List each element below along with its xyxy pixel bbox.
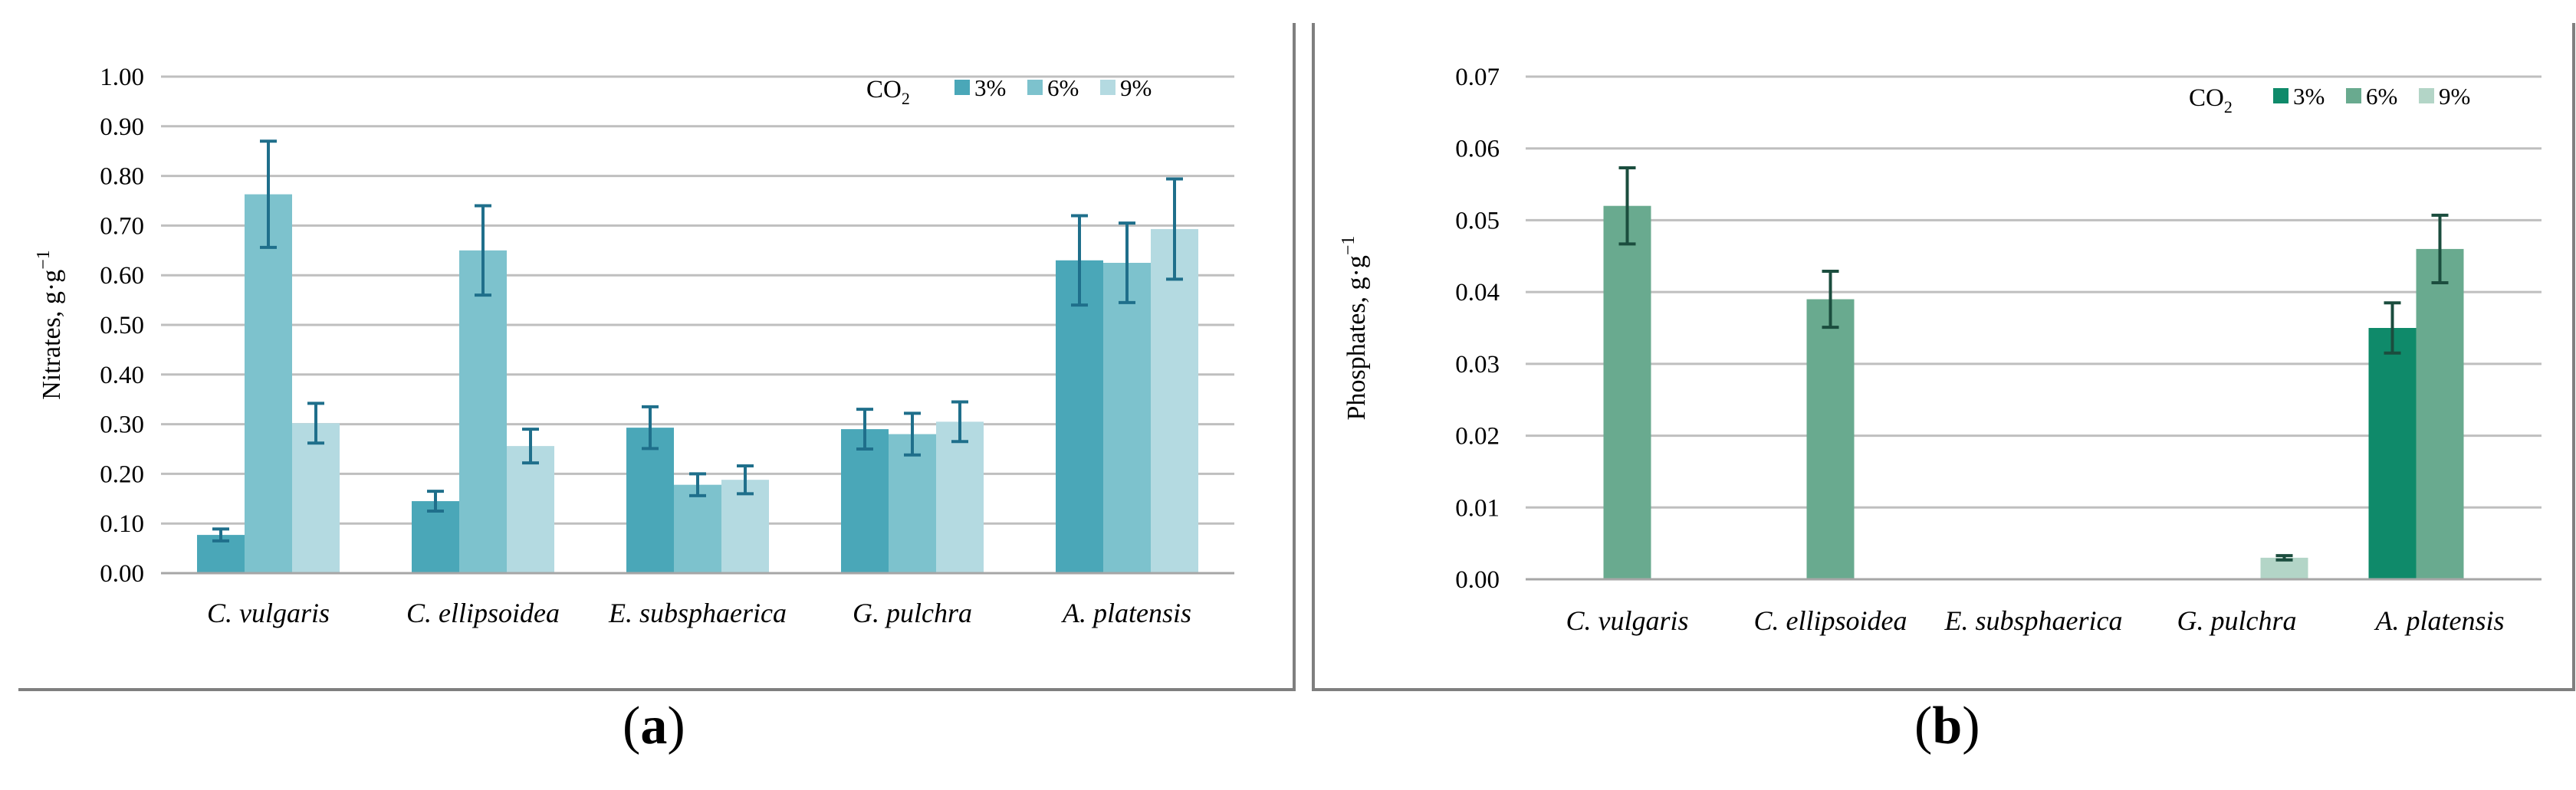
y-tick-label: 0.20 [100,461,144,488]
legend-swatch [2419,88,2434,103]
bar [292,423,340,573]
bar [245,194,292,574]
legend-title-text: CO [866,76,902,103]
legend-entry-label: 6% [1047,74,1079,101]
panel-a-label: (a) [623,697,685,756]
legend-swatch [1100,80,1116,95]
bar [412,501,459,573]
legend-title: CO2 [2189,84,2233,116]
bar [936,421,984,573]
bar [1056,260,1103,573]
y-axis-title-text: Nitrates, g·g [38,270,66,400]
y-tick-label: 0.05 [1455,207,1500,234]
bar [2368,328,2417,579]
y-axis-title-superscript: −1 [34,250,54,270]
bar [626,428,674,573]
y-tick-label: 0.90 [100,113,144,141]
y-tick-label: 0.00 [1455,566,1500,594]
x-category-label: A. platensis [2374,605,2505,636]
panel-b-label: (b) [1914,697,1980,756]
y-tick-label: 0.50 [100,312,144,339]
y-tick-label: 0.04 [1455,279,1500,306]
y-tick-label: 0.40 [100,362,144,389]
y-tick-label: 0.01 [1455,494,1500,522]
x-category-label: E. subsphaerica [608,598,787,628]
bar [721,480,769,573]
panel-b-letter: b [1932,697,1963,756]
y-tick-label: 0.30 [100,411,144,439]
bar [1806,299,1855,579]
legend-swatch [955,80,970,95]
y-tick-label: 0.03 [1455,351,1500,379]
bar [674,484,721,573]
legend-entry-label: 9% [1120,74,1152,101]
y-axis-title: Nitrates, g·g−1 [34,250,66,400]
y-tick-label: 0.60 [100,262,144,290]
y-tick-label: 0.07 [1455,64,1500,91]
y-tick-label: 0.00 [100,560,144,588]
bar [459,250,507,573]
y-tick-label: 0.02 [1455,423,1500,451]
legend-swatch [1027,80,1043,95]
y-axis-title: Phosphates, g·g−1 [1339,236,1371,421]
legend-swatch [2273,88,2288,103]
panel-b-frame [1312,23,2575,691]
legend-entry-label: 6% [2366,83,2397,110]
x-category-label: G. pulchra [853,598,972,628]
x-category-label: E. subsphaerica [1944,605,2123,636]
y-axis-title-superscript: −1 [1339,236,1359,256]
y-tick-label: 0.70 [100,212,144,240]
bar [841,429,889,573]
legend-title: CO2 [866,76,910,108]
bar [889,434,936,573]
legend-entry-label: 3% [2293,83,2325,110]
y-tick-label: 1.00 [100,64,144,91]
x-category-label: G. pulchra [2177,605,2297,636]
x-category-label: A. platensis [1061,598,1191,628]
bar [1151,228,1198,573]
x-category-label: C. vulgaris [1566,605,1688,636]
y-tick-label: 0.10 [100,510,144,538]
legend-title-subscript: 2 [902,89,910,108]
x-category-label: C. vulgaris [207,598,330,628]
x-category-label: C. ellipsoidea [406,598,560,628]
y-tick-label: 0.06 [1455,136,1500,163]
bar [1103,263,1151,573]
bar [2416,248,2464,579]
legend-title-text: CO [2189,84,2224,112]
legend-title-subscript: 2 [2224,97,2233,116]
legend-entry-label: 3% [974,74,1006,101]
x-category-label: C. ellipsoidea [1754,605,1907,636]
panel-a-frame [18,23,1296,691]
y-tick-label: 0.80 [100,163,144,191]
panel-a-letter: a [640,697,668,756]
y-axis-title-text: Phosphates, g·g [1342,255,1371,420]
legend-entry-label: 9% [2439,83,2470,110]
bar [507,446,554,573]
legend-swatch [2346,88,2361,103]
bar [1603,205,1651,579]
